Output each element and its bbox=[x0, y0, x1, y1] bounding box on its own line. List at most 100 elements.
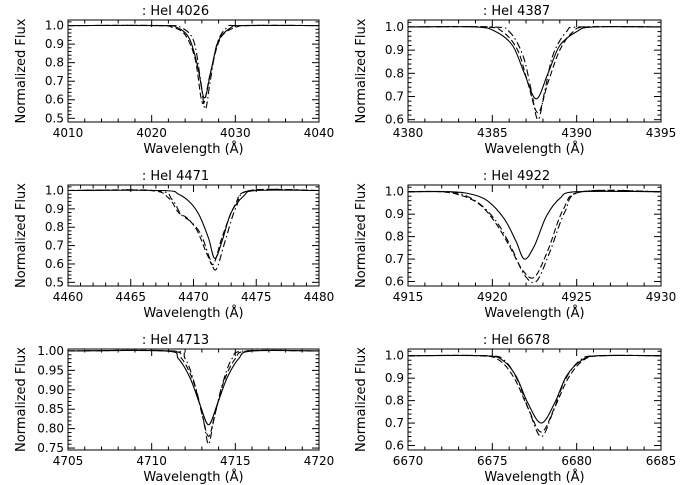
y-tick-label: 0.6 bbox=[385, 275, 404, 289]
plot-frame bbox=[67, 184, 320, 287]
x-tick-label: 4380 bbox=[393, 126, 424, 140]
y-axis-label: Normalized Flux bbox=[14, 183, 29, 288]
series-line-solid bbox=[67, 189, 320, 259]
x-tick-label: 4010 bbox=[53, 126, 84, 140]
y-tick-label: 1.0 bbox=[385, 349, 404, 363]
y-tick-label: 0.6 bbox=[385, 113, 404, 127]
series-line-dashed bbox=[67, 24, 320, 105]
y-tick-label: 1.0 bbox=[45, 184, 64, 198]
y-tick-label: 0.8 bbox=[385, 394, 404, 408]
y-axis-label: Normalized Flux bbox=[354, 183, 369, 288]
series-line-dashdot bbox=[407, 189, 662, 284]
y-tick-label: 0.75 bbox=[37, 441, 64, 455]
series-line-solid bbox=[67, 349, 320, 426]
panel-title: : HeI 6678 bbox=[483, 333, 550, 348]
x-tick-label: 4925 bbox=[561, 290, 592, 304]
x-tick-label: 4465 bbox=[115, 290, 146, 304]
x-tick-label: 4385 bbox=[477, 126, 508, 140]
series-line-dashdot bbox=[67, 24, 320, 110]
panel-5: : HeI 4713 4705 4710 4715 4720 0.75 0.80 0.85 0.… bbox=[14, 333, 334, 485]
series-line-dashed bbox=[407, 26, 662, 114]
x-tick-label: 4705 bbox=[53, 454, 84, 468]
panel-3: : HeI 4471 4460 4465 4470 4475 4480 0.5 0.6 0.7 0… bbox=[14, 169, 334, 321]
x-tick-label: 4710 bbox=[136, 454, 167, 468]
y-tick-label: 0.9 bbox=[385, 371, 404, 385]
y-axis-label: Normalized Flux bbox=[14, 18, 29, 123]
y-tick-label: 1.00 bbox=[37, 344, 64, 358]
series-line-dashed bbox=[407, 354, 662, 433]
series-line-dashed bbox=[67, 188, 320, 266]
y-tick-label: 0.9 bbox=[385, 43, 404, 57]
y-axis-label: Normalized Flux bbox=[14, 347, 29, 452]
plot-frame bbox=[67, 19, 320, 123]
x-axis-label: Wavelength (Å) bbox=[484, 141, 584, 157]
x-tick-label: 4395 bbox=[646, 126, 677, 140]
panel-6: : HeI 6678 6670 6675 6680 6685 0.6 0.7 0.8 0.9 1.… bbox=[354, 333, 676, 485]
y-tick-label: 0.7 bbox=[385, 416, 404, 430]
series-line-dashdot bbox=[407, 26, 662, 121]
panel-title: : HeI 4922 bbox=[483, 169, 550, 184]
x-axis-label: Wavelength (Å) bbox=[143, 141, 243, 157]
series-line-solid bbox=[67, 24, 320, 99]
plot-frame bbox=[407, 19, 662, 123]
panel-1: : HeI 4026 4010 4020 4030 4040 0.5 0.6 0.7 0.8 0.… bbox=[14, 4, 334, 157]
y-tick-label: 0.6 bbox=[45, 257, 64, 271]
y-tick-label: 0.7 bbox=[385, 252, 404, 266]
y-tick-label: 1.0 bbox=[385, 185, 404, 199]
x-axis-label: Wavelength (Å) bbox=[143, 469, 243, 485]
y-tick-label: 0.9 bbox=[45, 37, 64, 51]
plot-frame bbox=[407, 184, 662, 287]
plot-frame bbox=[67, 348, 320, 451]
y-tick-label: 1.0 bbox=[45, 19, 64, 33]
x-tick-label: 4720 bbox=[304, 454, 335, 468]
x-tick-label: 4475 bbox=[241, 290, 272, 304]
y-tick-label: 0.6 bbox=[45, 93, 64, 107]
x-axis-label: Wavelength (Å) bbox=[143, 305, 243, 321]
y-tick-label: 0.95 bbox=[37, 363, 64, 377]
series-line-solid bbox=[407, 190, 662, 260]
y-tick-label: 0.80 bbox=[37, 422, 64, 436]
x-tick-label: 4460 bbox=[53, 290, 84, 304]
panel-title: : HeI 4471 bbox=[142, 169, 209, 184]
y-tick-label: 0.7 bbox=[45, 239, 64, 253]
x-tick-label: 6685 bbox=[646, 454, 677, 468]
x-tick-label: 6675 bbox=[477, 454, 508, 468]
x-axis-label: Wavelength (Å) bbox=[484, 305, 584, 321]
y-tick-label: 0.8 bbox=[385, 66, 404, 80]
y-tick-label: 0.85 bbox=[37, 402, 64, 416]
y-axis-label: Normalized Flux bbox=[354, 18, 369, 123]
y-tick-label: 0.8 bbox=[45, 220, 64, 234]
y-tick-label: 0.7 bbox=[385, 90, 404, 104]
y-tick-label: 0.90 bbox=[37, 383, 64, 397]
series-line-dashed bbox=[67, 349, 320, 437]
series-line-dashdot bbox=[407, 354, 662, 438]
x-tick-label: 4480 bbox=[304, 290, 335, 304]
y-tick-label: 0.8 bbox=[45, 56, 64, 70]
y-axis-label: Normalized Flux bbox=[354, 347, 369, 452]
series-line-dashdot bbox=[67, 188, 320, 271]
y-tick-label: 1.0 bbox=[385, 20, 404, 34]
y-tick-label: 0.5 bbox=[45, 275, 64, 289]
panel-title: : HeI 4026 bbox=[142, 4, 209, 19]
series-line-dashdot bbox=[67, 349, 320, 445]
series-line-dashed bbox=[407, 189, 662, 279]
y-tick-label: 0.9 bbox=[45, 202, 64, 216]
panel-4: : HeI 4922 4915 4920 4925 4930 0.6 0.7 0.8 0.9 1.… bbox=[354, 169, 676, 321]
series-line-solid bbox=[407, 354, 662, 424]
x-axis-label: Wavelength (Å) bbox=[484, 469, 584, 485]
x-tick-label: 6670 bbox=[393, 454, 424, 468]
y-tick-label: 0.9 bbox=[385, 207, 404, 221]
y-tick-label: 0.6 bbox=[385, 439, 404, 453]
plot-frame bbox=[407, 348, 662, 451]
panel-title: : HeI 4713 bbox=[142, 333, 209, 348]
panel-2: : HeI 4387 4380 4385 4390 4395 0.6 0.7 0.8 0.9 1.… bbox=[354, 4, 676, 157]
y-tick-label: 0.5 bbox=[45, 111, 64, 125]
x-tick-label: 4040 bbox=[304, 126, 335, 140]
x-tick-label: 4020 bbox=[136, 126, 167, 140]
x-tick-label: 4390 bbox=[561, 126, 592, 140]
x-tick-label: 4920 bbox=[477, 290, 508, 304]
x-tick-label: 6680 bbox=[561, 454, 592, 468]
x-tick-label: 4030 bbox=[220, 126, 251, 140]
x-tick-label: 4930 bbox=[646, 290, 677, 304]
